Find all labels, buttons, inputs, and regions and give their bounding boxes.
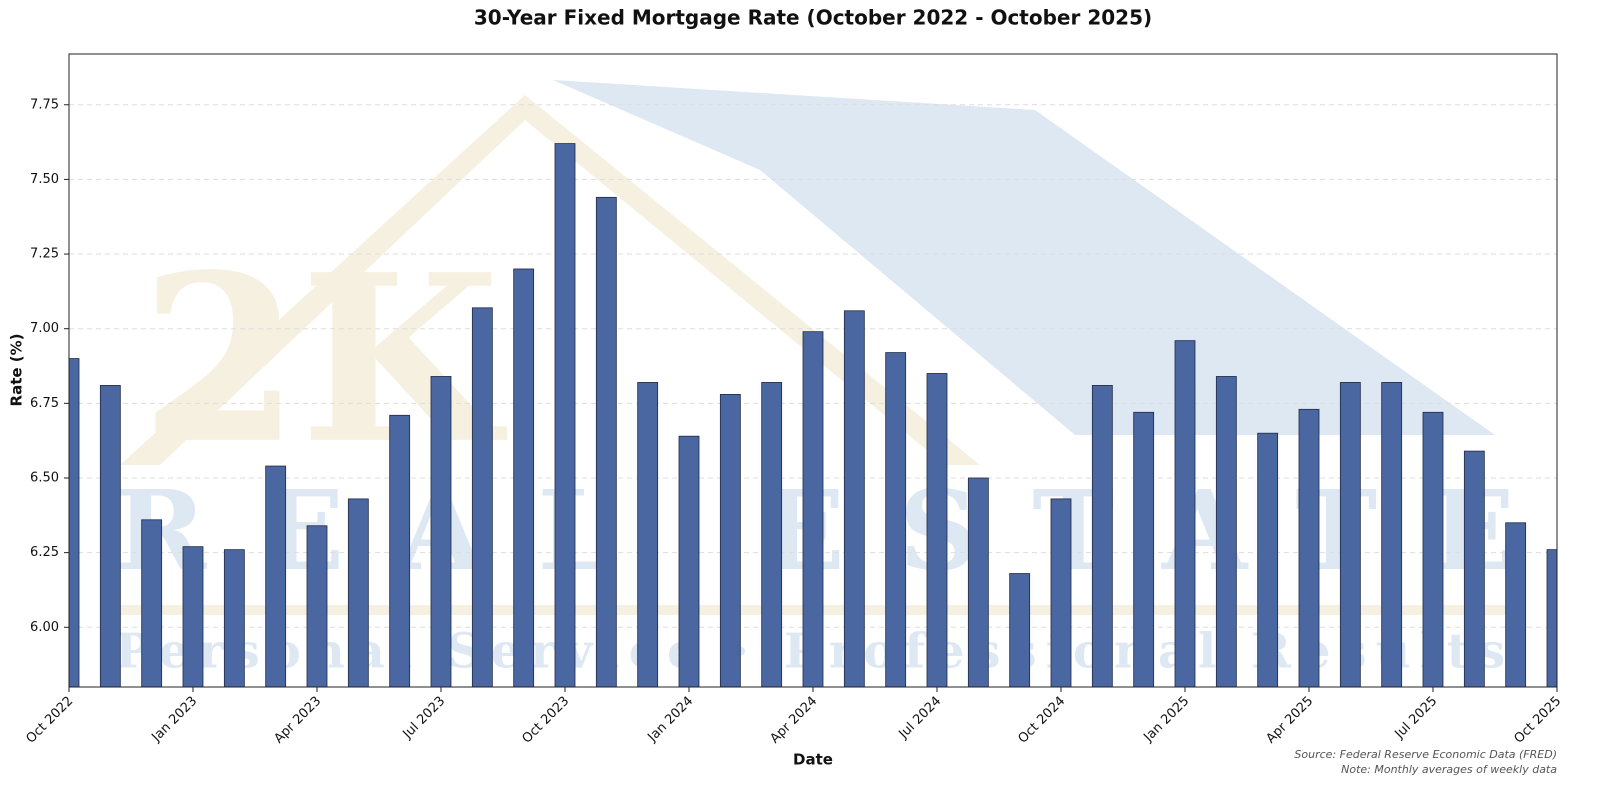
y-tick-label: 7.75 [30, 97, 59, 112]
bar [1215, 376, 1237, 687]
y-tick-label: 6.50 [30, 470, 59, 485]
y-tick-label: 6.25 [30, 545, 59, 560]
bar [967, 477, 989, 687]
bar [1546, 549, 1557, 687]
x-tick-label: Apr 2023 [271, 694, 324, 747]
y-tick-label: 7.00 [30, 321, 59, 336]
bar [430, 376, 452, 687]
y-tick-label: 7.50 [30, 172, 59, 187]
source-note: Source: Federal Reserve Economic Data (F… [1294, 748, 1557, 761]
bar [1174, 340, 1196, 687]
x-tick-label: Apr 2024 [767, 694, 820, 747]
data-note: Note: Monthly averages of weekly data [1341, 763, 1557, 776]
bar [1133, 411, 1155, 687]
bar [802, 331, 824, 687]
x-tick-label: Jul 2024 [896, 694, 945, 743]
bar [1339, 382, 1361, 687]
watermark-logo: 2K [140, 225, 507, 495]
bar [223, 549, 245, 687]
x-axis-label: Date [793, 751, 833, 769]
bar [843, 310, 865, 687]
bar [926, 373, 948, 687]
x-tick-label: Jul 2025 [1392, 694, 1441, 743]
y-tick-label: 6.00 [30, 620, 59, 635]
bar [554, 143, 576, 687]
x-tick-label: Oct 2025 [1511, 694, 1564, 747]
bar [1091, 385, 1113, 687]
y-tick-label: 7.25 [30, 247, 59, 262]
bar [1381, 382, 1403, 687]
bar [99, 385, 121, 687]
bar [1422, 411, 1444, 687]
bar [182, 546, 204, 687]
x-tick-label: Jan 2023 [148, 694, 200, 746]
bar [306, 525, 328, 687]
x-tick-label: Jan 2025 [1140, 694, 1192, 746]
x-tick-label: Oct 2023 [519, 694, 572, 747]
x-tick-label: Oct 2022 [23, 694, 76, 747]
bar [885, 352, 907, 687]
y-tick-label: 6.75 [30, 396, 59, 411]
bar [389, 414, 411, 687]
bar [1050, 498, 1072, 687]
bar [637, 382, 659, 687]
bar [719, 393, 741, 687]
bar [69, 358, 80, 687]
roof [553, 80, 1495, 435]
bar [1298, 408, 1320, 687]
x-tick-label: Oct 2024 [1015, 694, 1068, 747]
chart-title: 30-Year Fixed Mortgage Rate (October 202… [474, 6, 1152, 30]
x-tick-label: Apr 2025 [1263, 694, 1316, 747]
bar [595, 196, 617, 687]
y-axis-label: Rate (%) [8, 334, 26, 407]
bar [1257, 432, 1279, 687]
bar [471, 307, 493, 687]
bar [141, 519, 163, 687]
bar [1463, 450, 1485, 687]
x-tick-label: Jul 2023 [400, 694, 449, 743]
bar [513, 268, 535, 687]
x-tick-label: Jan 2024 [644, 694, 696, 746]
bar [1505, 522, 1527, 687]
bar [761, 382, 783, 687]
bar [265, 465, 287, 687]
bar [1009, 573, 1031, 687]
bar [347, 498, 369, 687]
bar [678, 435, 700, 687]
